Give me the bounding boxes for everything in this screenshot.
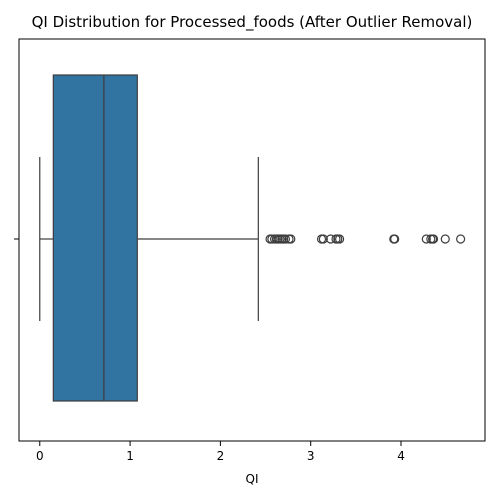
x-tick-label: 4	[397, 449, 405, 463]
outlier-point	[316, 234, 327, 244]
iqr-box	[52, 74, 138, 402]
outlier-point	[318, 234, 328, 244]
plot-area	[39, 74, 466, 402]
outlier-point	[335, 234, 345, 244]
x-axis-label: QI	[246, 472, 259, 486]
outlier-point	[428, 234, 439, 244]
x-tick-label: 0	[36, 449, 44, 463]
outlier-point	[440, 234, 450, 244]
outlier-point	[280, 234, 291, 244]
x-axis: 0 1 2 3 4	[14, 238, 405, 463]
outlier-point	[286, 234, 296, 244]
chart-title: QI Distribution for Processed_foods (Aft…	[32, 13, 473, 32]
outlier-point	[456, 234, 466, 244]
outlier-point	[325, 234, 336, 244]
axes-frame	[18, 38, 486, 442]
x-tick-label: 3	[307, 449, 315, 463]
x-tick-label: 2	[217, 449, 225, 463]
outlier-point	[390, 234, 400, 244]
x-tick-label: 1	[126, 449, 134, 463]
outlier-point	[421, 234, 431, 244]
